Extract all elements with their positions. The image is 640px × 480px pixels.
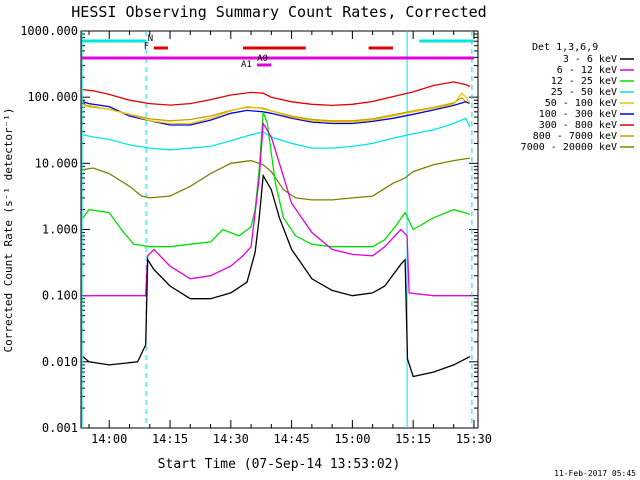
legend-label: 800 - 7000 keV bbox=[533, 131, 617, 142]
legend-label: 7000 - 20000 keV bbox=[521, 142, 617, 153]
chart-title: HESSI Observing Summary Count Rates, Cor… bbox=[71, 3, 486, 21]
x-tick-label: 15:15 bbox=[395, 432, 431, 446]
series-line bbox=[82, 81, 471, 107]
x-tick-label: 14:45 bbox=[274, 432, 310, 446]
annotation-label: F bbox=[144, 42, 149, 52]
x-axis-label: Start Time (07-Sep-14 13:53:02) bbox=[158, 457, 401, 472]
footer-date: 11-Feb-2017 05:45 bbox=[554, 469, 636, 478]
series-line bbox=[82, 157, 470, 201]
series-line bbox=[82, 121, 470, 297]
series-line bbox=[82, 117, 471, 151]
series-line bbox=[82, 111, 471, 248]
x-tick-label: 14:30 bbox=[213, 432, 249, 446]
x-tick-label: 15:00 bbox=[334, 432, 370, 446]
x-tick-label: 14:00 bbox=[91, 432, 127, 446]
legend-label: 12 - 25 keV bbox=[551, 76, 617, 87]
annotation-label: A1 bbox=[241, 60, 252, 70]
legend-label: 3 - 6 keV bbox=[563, 54, 617, 65]
series-line bbox=[82, 101, 471, 126]
y-tick-label: 0.010 bbox=[42, 355, 78, 369]
series-line bbox=[82, 92, 471, 125]
legend-label: 6 - 12 keV bbox=[557, 65, 617, 76]
legend-label: 300 - 800 keV bbox=[539, 120, 617, 131]
annotation-label: N bbox=[148, 34, 153, 44]
y-axis-label: Corrected Count Rate (s⁻¹ detector⁻¹) bbox=[2, 107, 15, 352]
y-tick-label: 10.000 bbox=[35, 156, 78, 170]
legend-label: 50 - 100 keV bbox=[545, 98, 617, 109]
x-tick-label: 14:15 bbox=[152, 432, 188, 446]
x-tick-label: 15:30 bbox=[456, 432, 492, 446]
y-tick-label: 1000.000 bbox=[20, 24, 78, 38]
legend-label: 25 - 50 keV bbox=[551, 87, 617, 98]
legend-title: Det 1,3,6,9 bbox=[532, 42, 598, 53]
series-line bbox=[82, 173, 471, 378]
annotation-label: A0 bbox=[257, 54, 268, 64]
y-tick-label: 0.100 bbox=[42, 289, 78, 303]
y-tick-label: 100.000 bbox=[27, 90, 78, 104]
y-tick-label: 1.000 bbox=[42, 223, 78, 237]
plot-area: 1000.000 100.000 10.000 1.000 0.100 0.010 0.00… bbox=[20, 24, 492, 446]
y-tick-label: 0.001 bbox=[42, 421, 78, 435]
legend-label: 100 - 300 keV bbox=[539, 109, 617, 120]
